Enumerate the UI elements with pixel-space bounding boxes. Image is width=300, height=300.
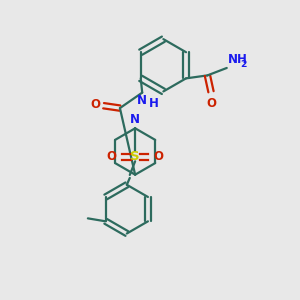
Text: NH: NH <box>228 53 247 67</box>
Text: S: S <box>130 150 140 163</box>
Text: O: O <box>154 150 164 163</box>
Text: O: O <box>106 150 116 163</box>
Text: N: N <box>137 94 147 107</box>
Text: O: O <box>207 97 217 110</box>
Text: O: O <box>90 98 100 111</box>
Text: 2: 2 <box>240 61 247 70</box>
Text: N: N <box>130 113 140 126</box>
Text: H: H <box>149 98 159 110</box>
